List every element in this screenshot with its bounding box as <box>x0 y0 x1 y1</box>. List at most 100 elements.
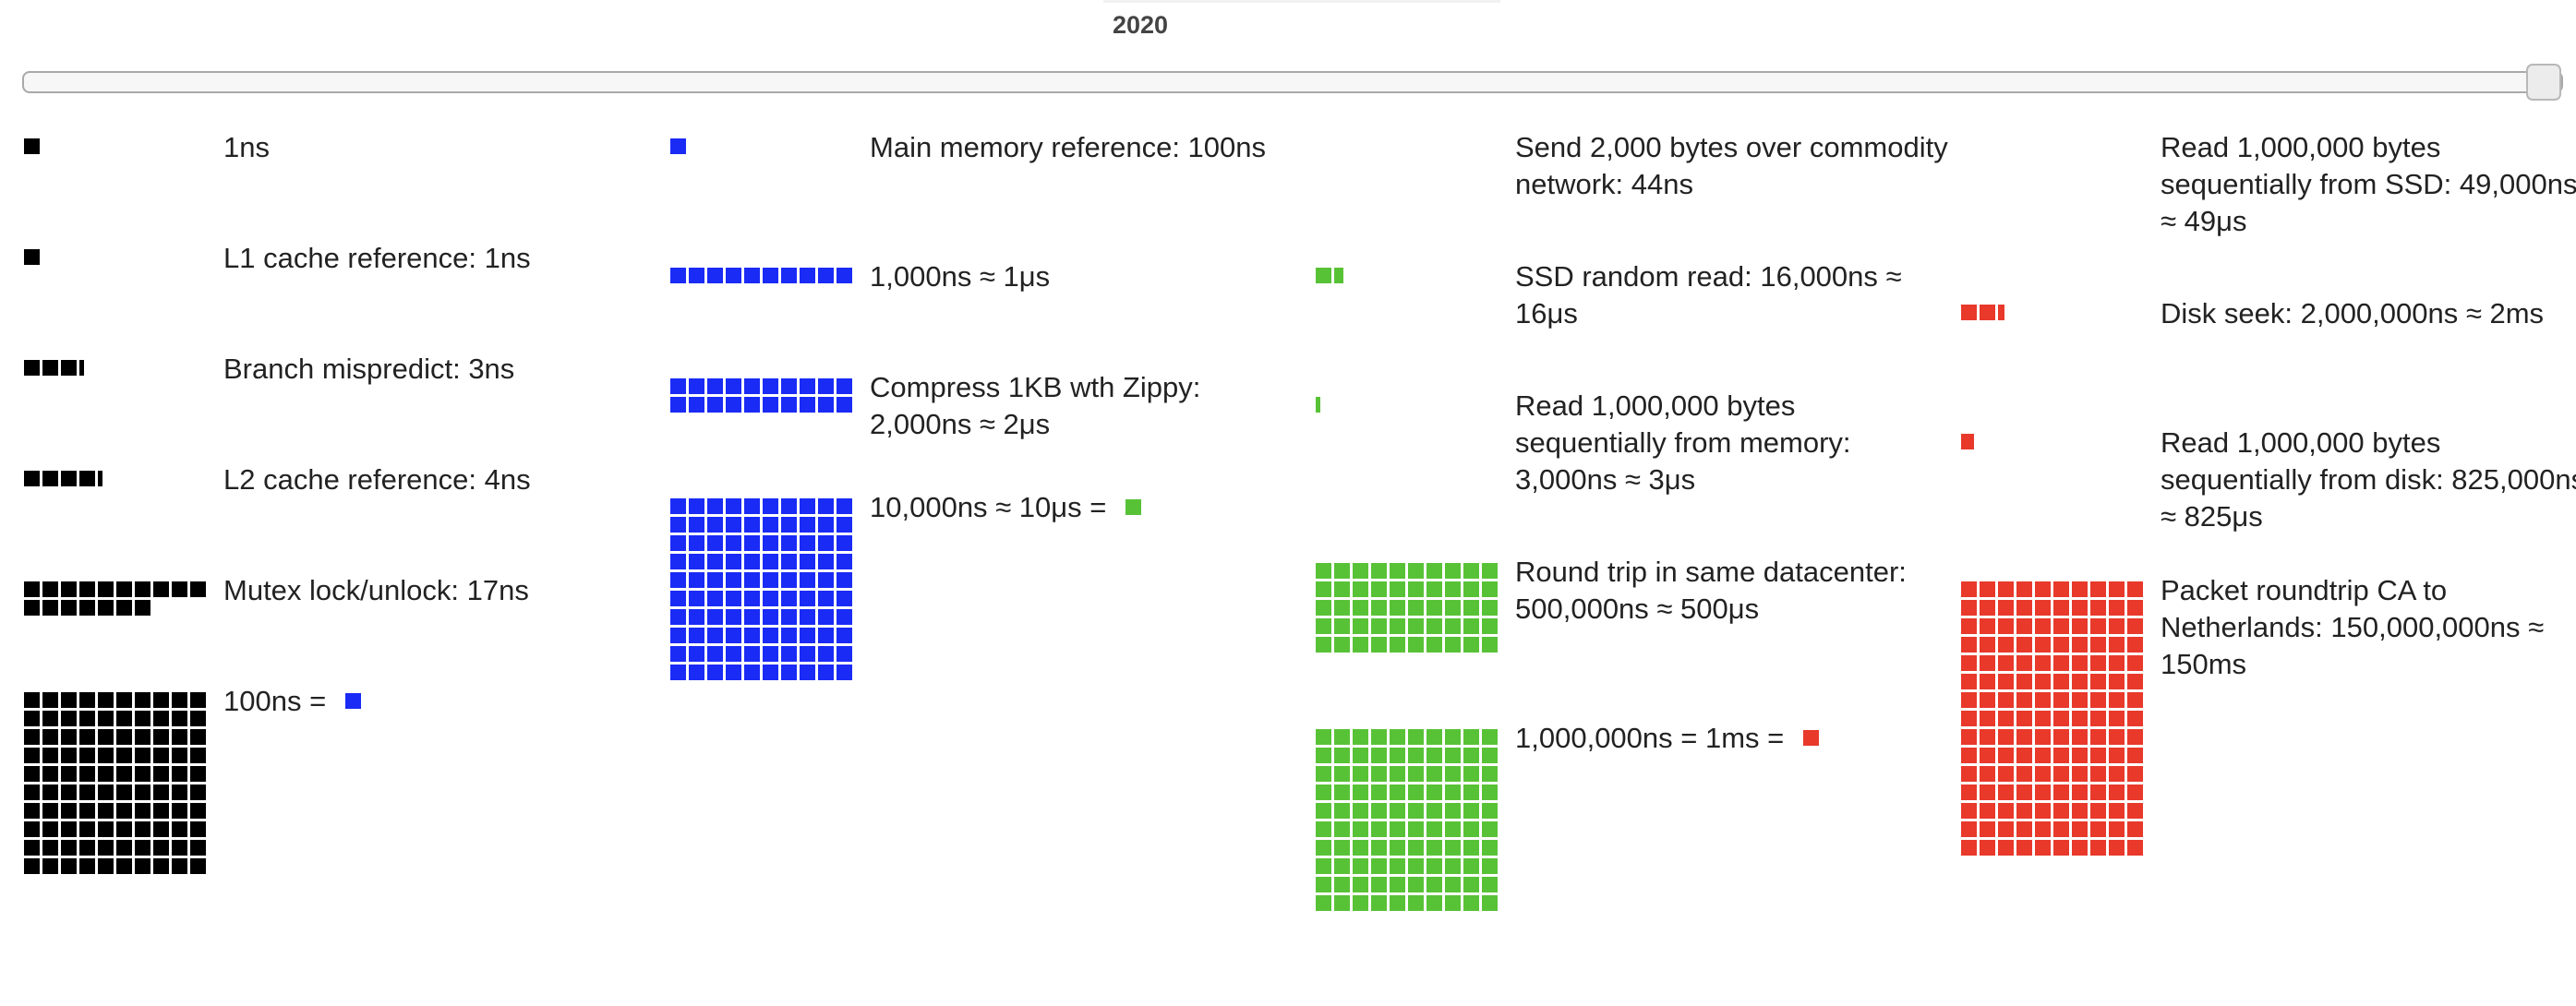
latency-squares <box>670 378 855 415</box>
latency-square <box>1463 618 1479 634</box>
latency-square <box>1353 803 1368 819</box>
latency-square <box>2090 618 2106 634</box>
latency-square <box>2072 618 2088 634</box>
latency-square <box>1408 840 1424 856</box>
latency-square <box>744 628 760 643</box>
latency-square <box>1980 674 1995 689</box>
latency-square <box>2053 655 2069 671</box>
latency-square <box>98 766 114 782</box>
latency-square <box>800 609 815 625</box>
latency-square <box>1334 268 1343 283</box>
latency-square <box>2035 803 2051 819</box>
latency-square <box>1482 877 1498 892</box>
latency-square <box>818 628 834 643</box>
latency-square <box>689 397 704 413</box>
latency-square <box>61 729 77 745</box>
latency-square <box>2090 729 2106 745</box>
latency-square <box>726 628 741 643</box>
latency-square <box>61 360 77 376</box>
latency-square <box>135 729 150 745</box>
latency-square <box>1408 581 1424 597</box>
latency-square <box>1371 895 1387 911</box>
latency-square <box>689 665 704 680</box>
latency-square <box>744 554 760 569</box>
latency-squares <box>24 360 209 378</box>
year-slider-thumb[interactable] <box>2526 64 2561 101</box>
latency-square <box>1426 784 1442 800</box>
latency-square <box>1334 600 1350 616</box>
latency-square <box>1390 581 1405 597</box>
latency-square <box>190 803 206 819</box>
latency-square <box>1980 711 1995 726</box>
latency-square <box>689 378 704 394</box>
latency-square <box>1463 803 1479 819</box>
latency-square <box>1426 748 1442 763</box>
latency-square <box>1482 858 1498 874</box>
latency-square <box>781 268 797 283</box>
latency-square <box>800 535 815 551</box>
latency-square <box>707 609 723 625</box>
latency-label: L1 cache reference: 1ns <box>223 240 657 277</box>
latency-square <box>1961 729 1977 745</box>
latency-square <box>2072 821 2088 837</box>
latency-square <box>1426 877 1442 892</box>
latency-square <box>24 249 40 265</box>
latency-square <box>190 840 206 856</box>
latency-label: 100ns = <box>223 683 657 720</box>
latency-square <box>726 535 741 551</box>
latency-square <box>98 711 114 726</box>
latency-square <box>2016 766 2032 782</box>
latency-square <box>1316 784 1331 800</box>
latency-square <box>1334 618 1350 634</box>
latency-square <box>1998 674 2014 689</box>
latency-square <box>116 858 132 874</box>
latency-square <box>726 591 741 606</box>
latency-squares <box>24 692 209 877</box>
latency-squares <box>1316 268 1500 286</box>
latency-square <box>172 803 187 819</box>
latency-square <box>79 840 95 856</box>
latency-square <box>763 378 778 394</box>
latency-square <box>763 572 778 588</box>
latency-square <box>1445 821 1461 837</box>
latency-square <box>2109 711 2125 726</box>
latency-square <box>1980 637 1995 653</box>
latency-square <box>79 858 95 874</box>
latency-square <box>1482 784 1498 800</box>
latency-square <box>1463 600 1479 616</box>
latency-square <box>837 665 852 680</box>
latency-square <box>116 692 132 708</box>
latency-label: Read 1,000,000 bytes sequentially from d… <box>2161 425 2576 535</box>
latency-square <box>2090 840 2106 856</box>
year-slider-track[interactable] <box>22 71 2563 93</box>
latency-squares <box>24 581 209 618</box>
latency-square <box>2127 729 2143 745</box>
latency-square <box>1445 748 1461 763</box>
latency-square <box>837 378 852 394</box>
latency-square <box>79 360 84 376</box>
latency-square <box>2090 803 2106 819</box>
latency-square <box>781 572 797 588</box>
latency-square <box>744 268 760 283</box>
latency-square <box>1371 637 1387 653</box>
latency-square <box>1961 840 1977 856</box>
latency-square <box>800 591 815 606</box>
latency-square <box>2072 692 2088 708</box>
latency-square <box>837 628 852 643</box>
latency-square <box>1961 803 1977 819</box>
latency-square <box>1482 637 1498 653</box>
latency-square <box>670 138 686 154</box>
latency-squares <box>1316 563 1500 655</box>
latency-square <box>116 729 132 745</box>
latency-square <box>172 766 187 782</box>
latency-square <box>2053 618 2069 634</box>
latency-square <box>707 665 723 680</box>
latency-square <box>1334 784 1350 800</box>
latency-square <box>1463 563 1479 579</box>
latency-square <box>818 498 834 514</box>
latency-square <box>1316 600 1331 616</box>
latency-square <box>726 517 741 533</box>
latency-square <box>24 840 40 856</box>
latency-square <box>707 268 723 283</box>
latency-square <box>1371 803 1387 819</box>
